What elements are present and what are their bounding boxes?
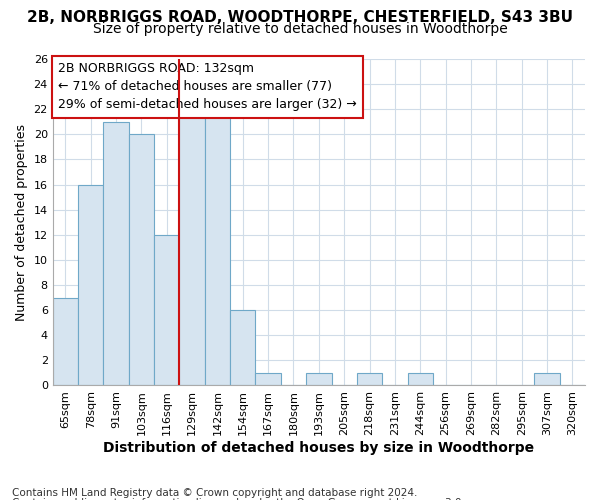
X-axis label: Distribution of detached houses by size in Woodthorpe: Distribution of detached houses by size … bbox=[103, 441, 535, 455]
Bar bbox=[53, 298, 78, 386]
Bar bbox=[407, 373, 433, 386]
Bar bbox=[230, 310, 256, 386]
Text: Contains public sector information licensed under the Open Government Licence v3: Contains public sector information licen… bbox=[12, 498, 465, 500]
Bar bbox=[256, 373, 281, 386]
Text: Contains HM Land Registry data © Crown copyright and database right 2024.: Contains HM Land Registry data © Crown c… bbox=[12, 488, 418, 498]
Text: 2B, NORBRIGGS ROAD, WOODTHORPE, CHESTERFIELD, S43 3BU: 2B, NORBRIGGS ROAD, WOODTHORPE, CHESTERF… bbox=[27, 10, 573, 25]
Bar bbox=[129, 134, 154, 386]
Bar bbox=[78, 184, 103, 386]
Text: Size of property relative to detached houses in Woodthorpe: Size of property relative to detached ho… bbox=[92, 22, 508, 36]
Y-axis label: Number of detached properties: Number of detached properties bbox=[15, 124, 28, 320]
Bar bbox=[535, 373, 560, 386]
Bar bbox=[154, 235, 179, 386]
Text: 2B NORBRIGGS ROAD: 132sqm
← 71% of detached houses are smaller (77)
29% of semi-: 2B NORBRIGGS ROAD: 132sqm ← 71% of detac… bbox=[58, 62, 357, 112]
Bar bbox=[103, 122, 129, 386]
Bar bbox=[179, 109, 205, 386]
Bar bbox=[205, 109, 230, 386]
Bar bbox=[306, 373, 332, 386]
Bar bbox=[357, 373, 382, 386]
